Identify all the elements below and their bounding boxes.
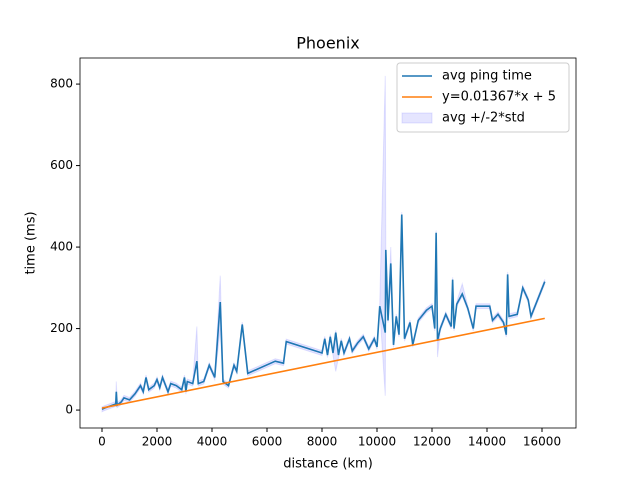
- legend-box: [396, 62, 570, 133]
- x-tick-label: 0: [98, 435, 106, 449]
- x-tick-label: 12000: [413, 435, 451, 449]
- legend-swatch: [401, 112, 433, 124]
- legend-label: avg ping time: [442, 69, 532, 84]
- chart-title: Phoenix: [296, 34, 359, 53]
- y-tick-label: 200: [50, 321, 73, 335]
- plot-frame: [79, 57, 577, 429]
- x-tick-label: 8000: [307, 435, 338, 449]
- x-tick-label: 4000: [197, 435, 228, 449]
- x-tick-label: 10000: [358, 435, 396, 449]
- legend-label: avg +/-2*std: [442, 111, 525, 126]
- y-axis-label: time (ms): [24, 211, 39, 274]
- y-tick-label: 800: [50, 77, 73, 91]
- x-tick-label: 2000: [142, 435, 173, 449]
- y-tick-label: 0: [65, 403, 73, 417]
- x-tick-label: 16000: [523, 435, 561, 449]
- series-line: [101, 214, 546, 410]
- x-tick-label: 6000: [252, 435, 283, 449]
- series-line: [101, 317, 545, 409]
- x-tick-label: 14000: [468, 435, 506, 449]
- y-tick-label: 600: [50, 158, 73, 172]
- y-tick-label: 400: [50, 240, 73, 254]
- x-axis-label: distance (km): [283, 457, 373, 472]
- legend-label: y=0.01367*x + 5: [442, 90, 556, 105]
